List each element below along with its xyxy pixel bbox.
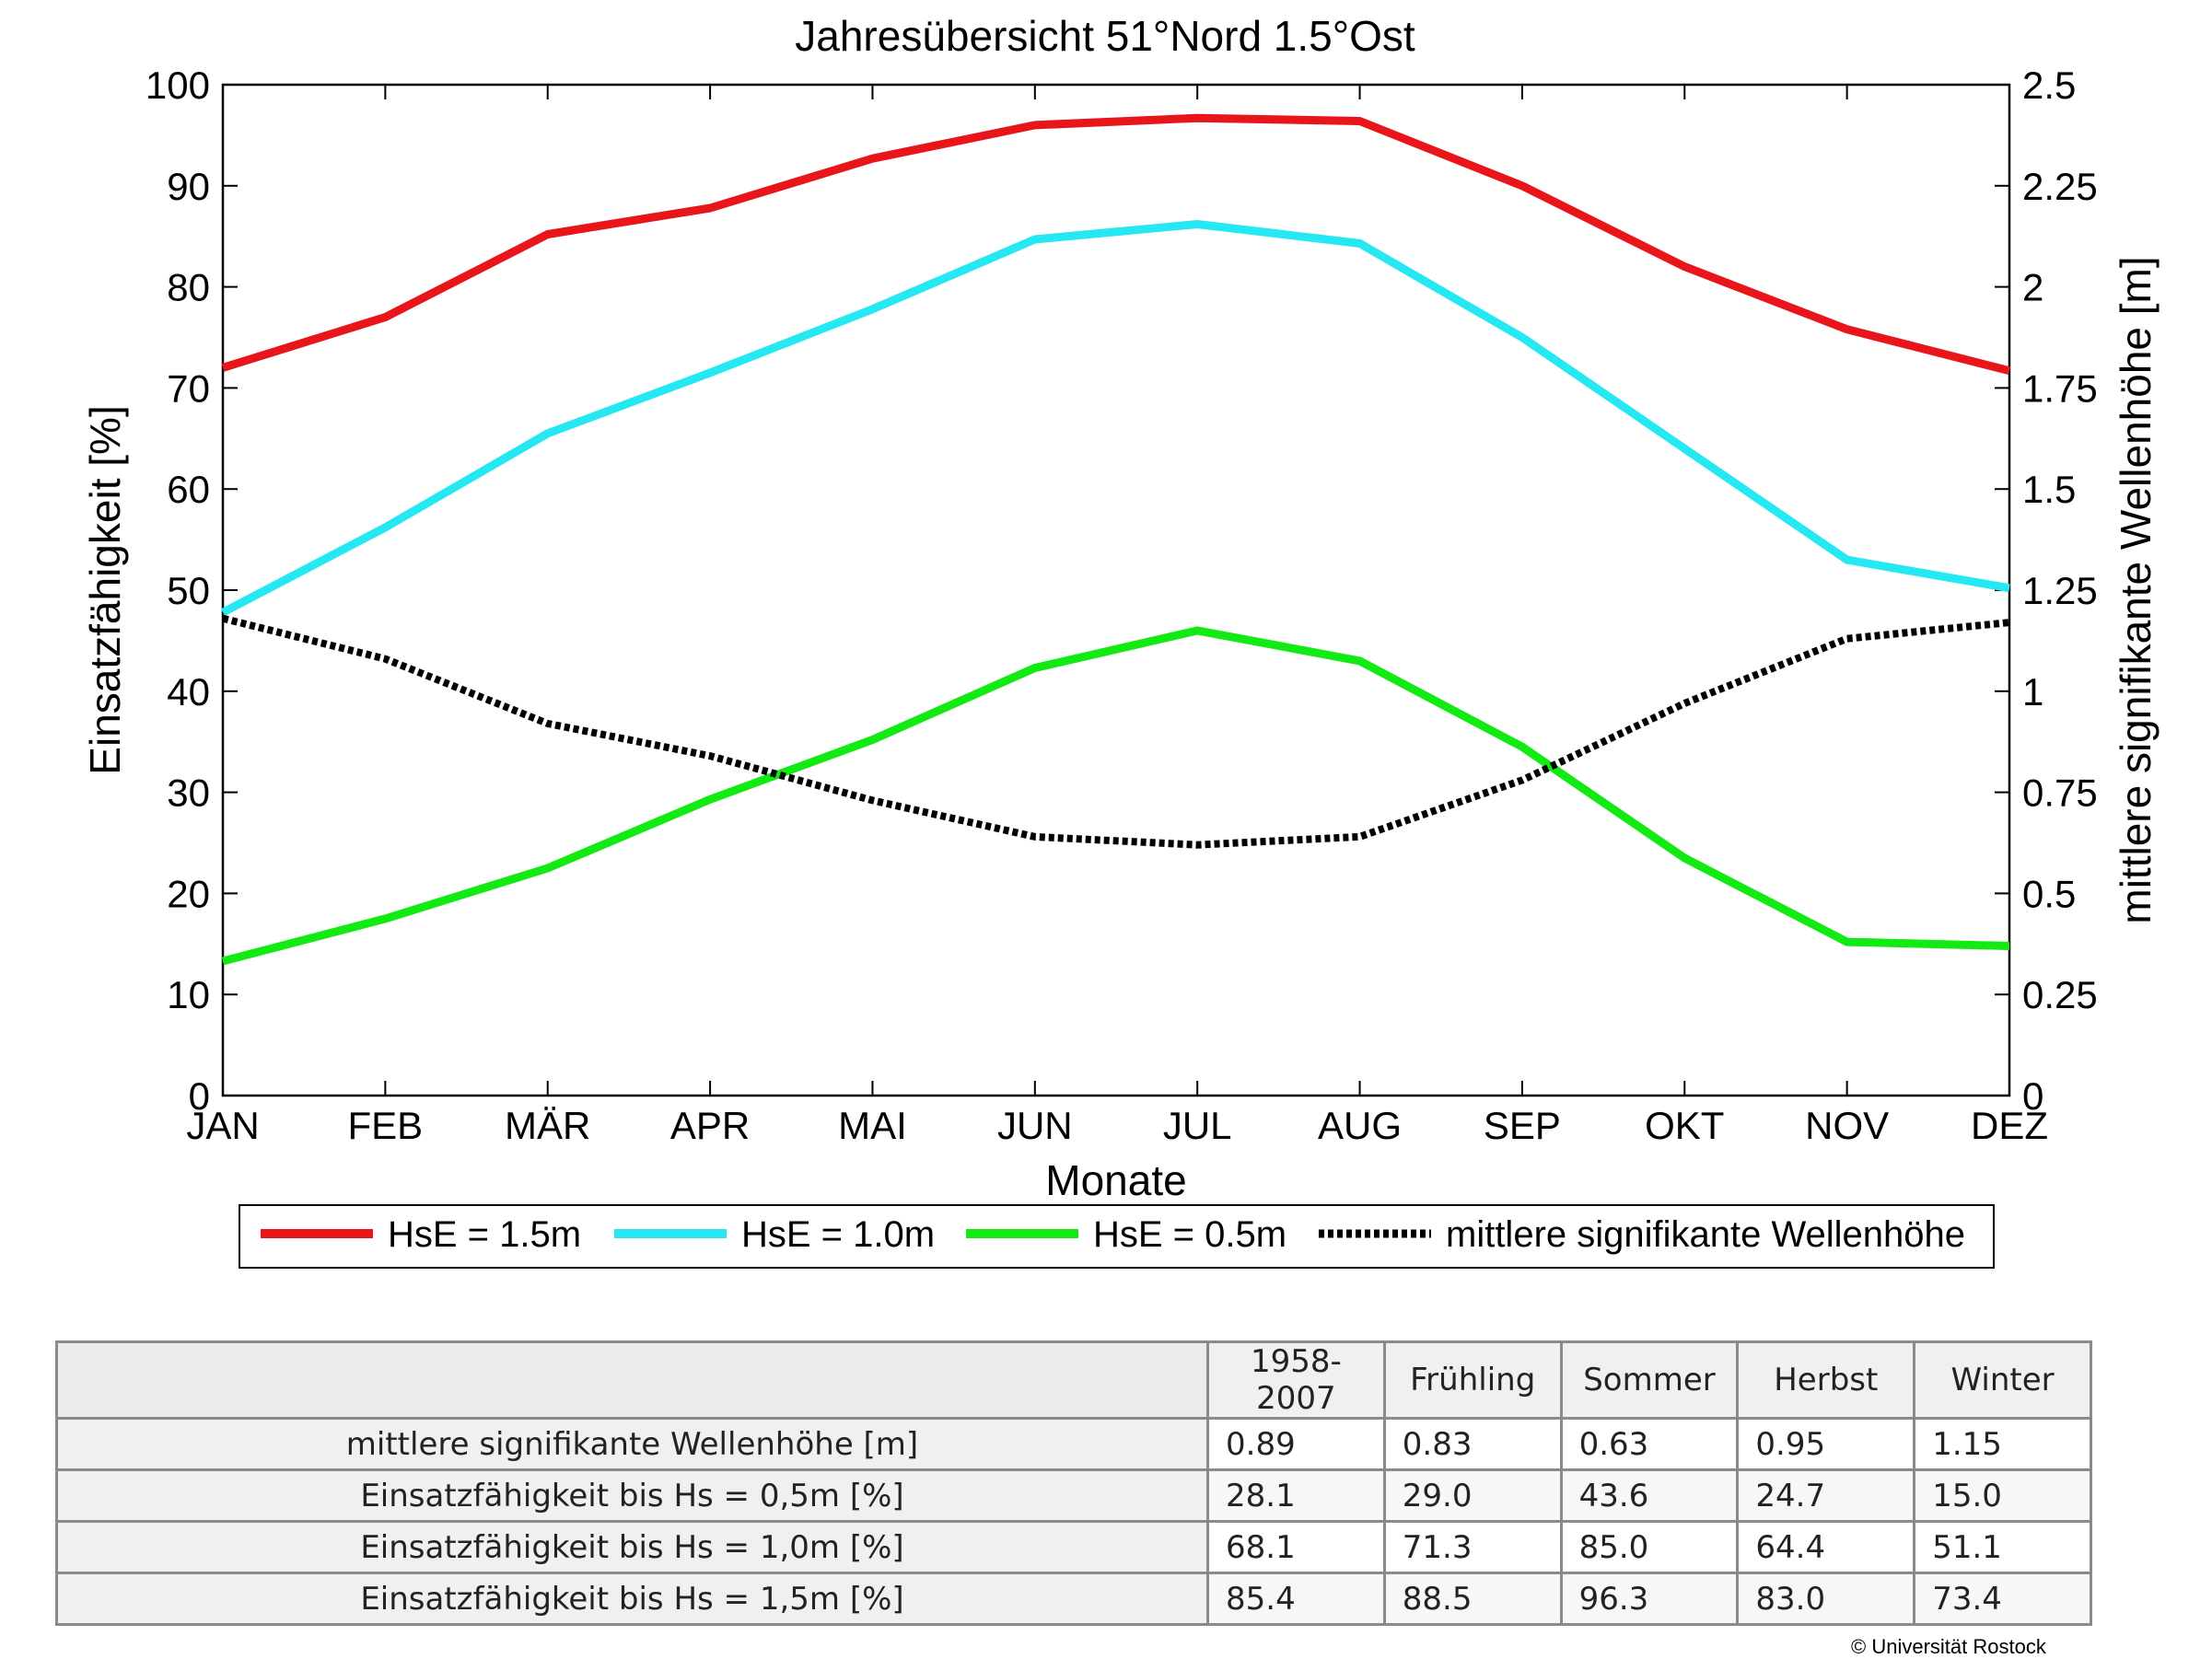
- x-tick-label: JUL: [1163, 1104, 1232, 1147]
- table-cell: 68.1: [1206, 1520, 1386, 1574]
- legend-label-1: HsE = 1.0m: [741, 1214, 935, 1255]
- table-cell: 83.0: [1736, 1572, 1916, 1626]
- table-cell: 24.7: [1736, 1468, 1916, 1523]
- y-tick-label-left: 40: [167, 670, 210, 713]
- table-cell: 0.83: [1382, 1417, 1563, 1471]
- x-tick-label: MÄR: [505, 1104, 590, 1147]
- table-cell: 0.95: [1736, 1417, 1916, 1471]
- table-cell: 96.3: [1559, 1572, 1740, 1626]
- table-cell: 85.4: [1206, 1572, 1386, 1626]
- table-row: Einsatzfähigkeit bis Hs = 1,5m [%] 85.4 …: [55, 1572, 2092, 1626]
- table-cell: 1.15: [1913, 1417, 2092, 1471]
- y-tick-label-left: 60: [167, 468, 210, 511]
- legend-box: [239, 1204, 1995, 1269]
- row-label: Einsatzfähigkeit bis Hs = 1,5m [%]: [55, 1572, 1209, 1626]
- series-line-0: [221, 113, 2011, 376]
- plot-area: [221, 83, 2011, 1097]
- table-cell: 64.4: [1736, 1520, 1916, 1574]
- series-lines: [220, 113, 2011, 966]
- column-header: Herbst: [1736, 1340, 1916, 1420]
- x-tick-label: JAN: [186, 1104, 259, 1147]
- x-tick-label: FEB: [348, 1104, 424, 1147]
- table-row: mittlere signifikante Wellenhöhe [m] 0.8…: [55, 1417, 2092, 1471]
- y-tick-label-left: 70: [167, 366, 210, 410]
- y-tick-label-right: 2.25: [2022, 165, 2098, 208]
- column-header: Winter: [1913, 1340, 2092, 1420]
- table-cell: 71.3: [1382, 1520, 1563, 1574]
- table-cell: 73.4: [1913, 1572, 2092, 1626]
- copyright-notice: © Universität Rostock: [1851, 1635, 2046, 1658]
- table-cell: 88.5: [1382, 1572, 1563, 1626]
- series-line-1: [220, 220, 2010, 617]
- y-tick-label-right: 0.25: [2022, 973, 2098, 1016]
- series-line-3: [222, 614, 2010, 849]
- y-tick-label-right: 0.75: [2022, 771, 2098, 815]
- y-tick-label-left: 90: [167, 165, 210, 208]
- table-cell: 0.63: [1559, 1417, 1740, 1471]
- column-header: Frühling: [1382, 1340, 1563, 1420]
- row-label: Einsatzfähigkeit bis Hs = 1,0m [%]: [55, 1520, 1209, 1574]
- y-tick-label-left: 50: [167, 569, 210, 612]
- y-tick-label-left: 80: [167, 266, 210, 309]
- y-axis-label-right: mittlere signifikante Wellenhöhe [m]: [2112, 256, 2160, 923]
- table-cell: 0.89: [1206, 1417, 1386, 1471]
- x-tick-label: SEP: [1484, 1104, 1561, 1147]
- series-line-2: [221, 626, 2010, 966]
- axis-ticks: 0 10 20 30 40 50 60 70 80 90 100 0 0.25 0.5 0.75 1 1.25 1…: [146, 64, 2098, 1147]
- x-tick-label: AUG: [1318, 1104, 1402, 1147]
- legend-label-2: HsE = 0.5m: [1093, 1214, 1286, 1255]
- y-tick-label-right: 0.5: [2022, 872, 2076, 915]
- row-label: Einsatzfähigkeit bis Hs = 0,5m [%]: [55, 1468, 1209, 1523]
- x-tick-label: APR: [670, 1104, 750, 1147]
- legend-label-3: mittlere signifikante Wellenhöhe: [1446, 1214, 1965, 1255]
- x-tick-label: DEZ: [1971, 1104, 2048, 1147]
- column-header: 1958-2007: [1206, 1340, 1386, 1420]
- y-tick-label-left: 100: [146, 64, 210, 107]
- y-tick-label-right: 1.75: [2022, 366, 2098, 410]
- table-corner-cell: [55, 1340, 1209, 1420]
- x-tick-label: JUN: [997, 1104, 1073, 1147]
- y-tick-label-right: 1.25: [2022, 569, 2098, 612]
- table-cell: 28.1: [1206, 1468, 1386, 1523]
- y-tick-label-right: 1.5: [2022, 468, 2076, 511]
- table-header-row: 1958-2007 Frühling Sommer Herbst Winter: [55, 1340, 2092, 1420]
- y-tick-label-left: 30: [167, 771, 210, 815]
- chart-title: Jahresübersicht 51°Nord 1.5°Ost: [795, 12, 1415, 60]
- x-tick-label: NOV: [1805, 1104, 1889, 1147]
- x-axis-label: Monate: [1045, 1156, 1186, 1204]
- y-tick-label-left: 10: [167, 973, 210, 1016]
- legend-label-0: HsE = 1.5m: [388, 1214, 581, 1255]
- table-row: Einsatzfähigkeit bis Hs = 0,5m [%] 28.1 …: [55, 1468, 2092, 1523]
- y-tick-label-left: 20: [167, 872, 210, 915]
- table-cell: 51.1: [1913, 1520, 2092, 1574]
- table-cell: 43.6: [1559, 1468, 1740, 1523]
- table-cell: 15.0: [1913, 1468, 2092, 1523]
- y-tick-label-right: 0: [2022, 1074, 2043, 1118]
- annual-overview-chart: Jahresübersicht 51°Nord 1.5°Ost 01020304…: [81, 12, 2160, 1269]
- summary-table: 1958-2007 Frühling Sommer Herbst Winter …: [55, 1340, 2092, 1626]
- x-tick-label: OKT: [1645, 1104, 1724, 1147]
- table-cell: 85.0: [1559, 1520, 1740, 1574]
- y-tick-label-left: 0: [189, 1074, 210, 1118]
- y-tick-label-right: 2: [2022, 266, 2043, 309]
- legend: HsE = 1.5m HsE = 1.0m HsE = 0.5m mittlere s…: [239, 1204, 1995, 1269]
- table-cell: 29.0: [1382, 1468, 1563, 1523]
- y-tick-label-right: 2.5: [2022, 64, 2076, 107]
- column-header: Sommer: [1559, 1340, 1740, 1420]
- x-tick-label: MAI: [838, 1104, 907, 1147]
- y-tick-label-right: 1: [2022, 670, 2043, 713]
- table-row: Einsatzfähigkeit bis Hs = 1,0m [%] 68.1 …: [55, 1520, 2092, 1574]
- y-axis-label-left: Einsatzfähigkeit [%]: [81, 405, 129, 774]
- row-label: mittlere signifikante Wellenhöhe [m]: [55, 1417, 1209, 1471]
